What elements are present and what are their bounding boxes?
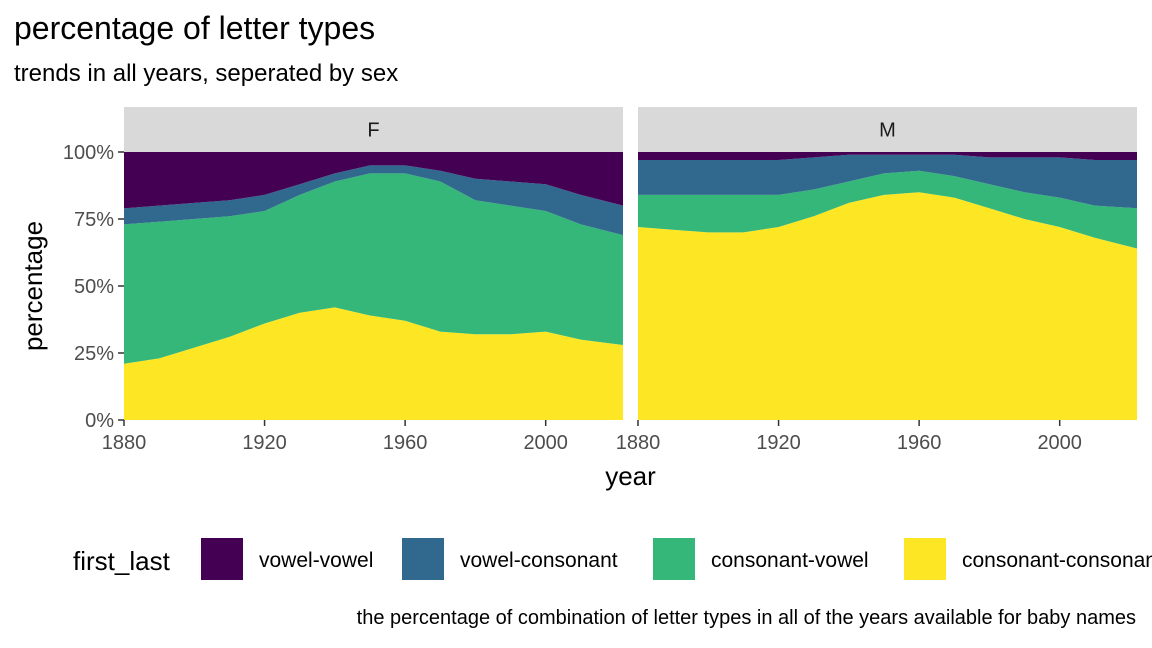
area-vowel-consonant — [638, 154, 1137, 209]
legend-label: vowel-vowel — [259, 549, 373, 572]
x-tick-label: 1880 — [102, 432, 147, 454]
legend-label: consonant-vowel — [711, 549, 869, 572]
y-axis-title: percentage — [18, 221, 48, 351]
legend-label: vowel-consonant — [460, 549, 618, 572]
x-tick-label: 1880 — [616, 432, 661, 454]
chart-title: percentage of letter types — [14, 10, 376, 46]
x-tick-label: 2000 — [523, 432, 568, 454]
x-tick-label: 1960 — [897, 432, 942, 454]
chart-caption: the percentage of combination of letter … — [356, 607, 1136, 629]
chart-subtitle: trends in all years, seperated by sex — [14, 60, 399, 87]
area-consonant-consonant — [638, 192, 1137, 420]
legend-label: consonant-consonant — [962, 549, 1152, 572]
legend-key-vowel-vowel — [201, 538, 243, 580]
x-tick-label: 2000 — [1037, 432, 1082, 454]
area-consonant-vowel — [124, 173, 623, 364]
facet-strip-label: M — [879, 120, 896, 142]
area-vowel-vowel — [124, 152, 623, 209]
legend-key-vowel-consonant — [402, 538, 444, 580]
area-vowel-consonant — [124, 165, 623, 236]
legend-key-consonant-consonant — [904, 538, 946, 580]
x-axis-title: year — [605, 461, 656, 491]
y-tick-label: 25% — [74, 343, 114, 365]
y-tick-label: 100% — [63, 142, 114, 164]
legend-key-consonant-vowel — [653, 538, 695, 580]
area-vowel-vowel — [638, 152, 1137, 160]
facet-strip-M — [638, 107, 1137, 152]
y-tick-label: 50% — [74, 276, 114, 298]
y-tick-label: 0% — [85, 410, 114, 432]
x-tick-label: 1960 — [383, 432, 428, 454]
facet-strip-F — [124, 107, 623, 152]
y-tick-label: 75% — [74, 209, 114, 231]
x-tick-label: 1920 — [756, 432, 801, 454]
facet-strip-label: F — [367, 120, 379, 142]
area-consonant-vowel — [638, 170, 1137, 249]
legend-title: first_last — [73, 546, 171, 576]
x-tick-label: 1920 — [242, 432, 287, 454]
area-consonant-consonant — [124, 307, 623, 420]
